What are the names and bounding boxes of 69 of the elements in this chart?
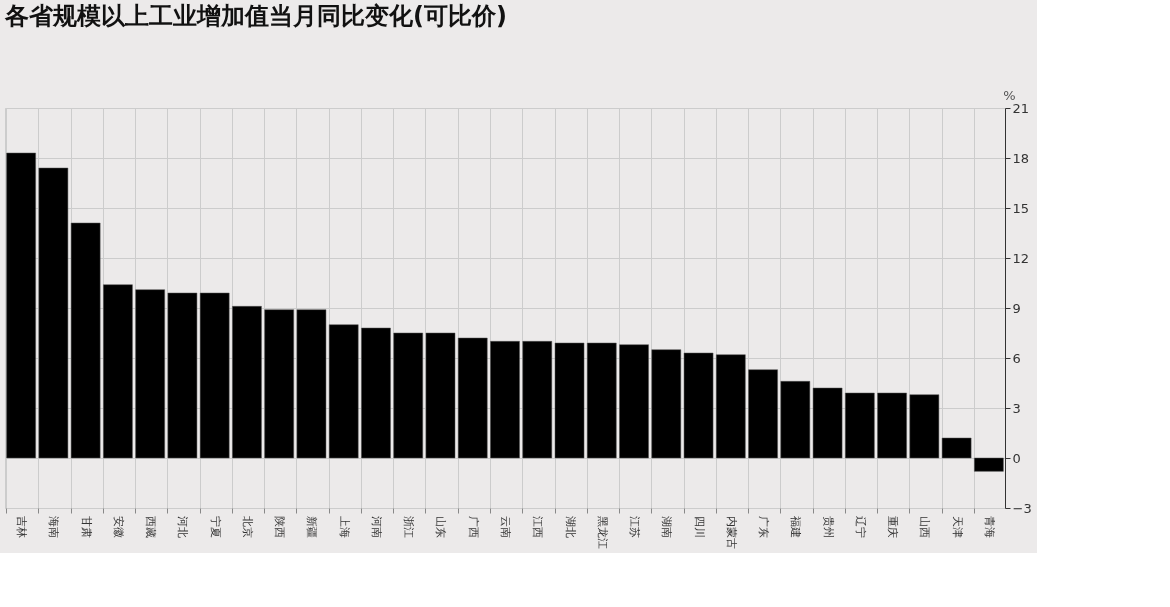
x-tick-label: 山西 — [918, 515, 932, 538]
x-tick-label: 重庆 — [886, 515, 900, 538]
bar — [361, 327, 391, 459]
bar — [457, 337, 488, 459]
bar — [328, 324, 359, 459]
bar — [6, 152, 36, 459]
x-tick-label: 河北 — [176, 515, 190, 538]
x-tick-label: 广东 — [757, 515, 771, 538]
y-tick-label: 3 — [1012, 400, 1021, 416]
bar — [232, 306, 262, 459]
bar — [199, 292, 230, 459]
x-tick-label: 广西 — [466, 515, 480, 538]
y-tick-label: −3 — [1012, 500, 1032, 516]
bar — [716, 354, 746, 459]
bar — [554, 342, 585, 459]
bar — [683, 352, 714, 459]
x-tick-label: 吉林 — [15, 515, 29, 538]
bar — [651, 349, 682, 459]
x-tick-label: 内蒙古 — [724, 515, 738, 549]
x-tick-label: 陕西 — [273, 515, 287, 538]
x-tick-label: 山东 — [434, 515, 448, 538]
x-tick-label: 四川 — [692, 515, 706, 538]
y-axis-title: % — [1003, 87, 1016, 103]
bar — [780, 381, 811, 459]
chart-title: 各省规模以上工业增加值当月同比变化(可比价) — [4, 2, 507, 30]
y-tick-label: 6 — [1012, 350, 1021, 366]
x-tick-label: 江苏 — [628, 515, 642, 538]
x-tick-label: 贵州 — [821, 515, 835, 538]
bar — [490, 341, 520, 459]
x-tick-label: 黑龙江 — [595, 515, 609, 549]
bar — [167, 292, 198, 459]
bar — [812, 387, 843, 459]
x-tick-label: 西藏 — [144, 515, 158, 538]
bar — [845, 392, 875, 459]
x-tick-label: 海南 — [47, 515, 61, 538]
bar — [748, 369, 778, 459]
x-tick-label: 安徽 — [111, 515, 125, 538]
bar — [522, 341, 553, 459]
x-tick-label: 青海 — [982, 515, 996, 538]
bar — [264, 309, 294, 459]
y-tick-label: 0 — [1012, 450, 1021, 466]
bar — [425, 332, 456, 459]
bar — [393, 332, 423, 459]
x-tick-label: 北京 — [240, 515, 254, 538]
x-tick-label: 宁夏 — [208, 515, 222, 538]
x-tick-label: 湖南 — [660, 515, 674, 538]
bar — [619, 344, 649, 459]
x-tick-label: 湖北 — [563, 515, 577, 538]
x-tick-label: 云南 — [499, 515, 512, 538]
bar — [296, 309, 327, 459]
x-tick-label: 新疆 — [305, 515, 319, 538]
x-tick-label: 福建 — [789, 515, 803, 538]
bar — [587, 342, 617, 459]
y-tick-label: 18 — [1012, 150, 1030, 166]
bar — [135, 289, 165, 459]
y-tick-label: 21 — [1012, 100, 1030, 116]
x-tick-label: 甘肃 — [79, 515, 93, 538]
bar — [974, 457, 1004, 472]
x-tick-label: 江西 — [531, 515, 545, 538]
y-tick-label: 9 — [1012, 300, 1021, 316]
bar — [103, 284, 133, 459]
bar — [877, 392, 907, 459]
x-tick-label: 辽宁 — [853, 515, 867, 538]
y-tick-label: 15 — [1012, 200, 1030, 216]
x-tick-label: 浙江 — [402, 515, 416, 538]
x-tick-label: 上海 — [337, 515, 351, 538]
x-tick-label: 河南 — [369, 515, 383, 538]
y-tick-label: 12 — [1012, 250, 1030, 266]
x-tick-label: 天津 — [950, 515, 964, 538]
